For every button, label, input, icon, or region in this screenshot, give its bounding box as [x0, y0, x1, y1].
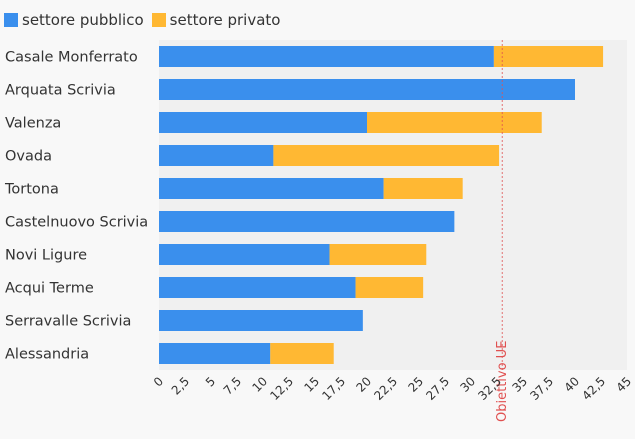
bar-public: [159, 277, 356, 298]
legend-swatch-private: [151, 13, 166, 27]
category-label: Alessandria: [5, 347, 89, 363]
x-tick-label: 25: [405, 374, 426, 395]
x-tick-label: 0: [151, 374, 166, 389]
target-line-label: Obiettivo UE: [495, 341, 510, 422]
legend: settore pubblico settore privato: [4, 11, 280, 29]
x-tick-label: 20: [353, 374, 374, 395]
legend-label-public: settore pubblico: [22, 11, 144, 29]
bar-private: [329, 244, 427, 265]
category-label: Valenza: [5, 116, 61, 132]
bar-private: [270, 343, 334, 364]
category-label: Tortona: [4, 182, 59, 198]
legend-label-private: settore privato: [169, 11, 281, 29]
legend-item-public[interactable]: settore pubblico: [4, 11, 144, 29]
category-label: Arquata Scrivia: [5, 83, 116, 99]
x-tick-label: 12,5: [267, 374, 296, 403]
x-tick-label: 17,5: [319, 374, 348, 403]
legend-item-private[interactable]: settore privato: [151, 11, 281, 29]
bar-private: [367, 112, 542, 133]
bar-public: [159, 112, 367, 133]
x-tick-label: 15: [301, 374, 322, 395]
legend-swatch-public: [4, 13, 18, 27]
category-label: Castelnuovo Scrivia: [5, 215, 148, 231]
category-label: Novi Ligure: [5, 248, 87, 264]
category-label: Casale Monferrato: [5, 50, 138, 66]
x-tick-label: 22,5: [371, 374, 400, 403]
x-tick-label: 10: [249, 374, 270, 395]
bar-private: [273, 145, 500, 166]
x-tick-label: 45: [613, 374, 634, 395]
bar-public: [159, 145, 274, 166]
category-label: Serravalle Scrivia: [5, 314, 131, 330]
bar-public: [159, 310, 363, 331]
bar-private: [493, 46, 604, 67]
x-tick-label: 40: [561, 374, 582, 395]
x-tick-label: 37,5: [527, 374, 556, 403]
bar-public: [159, 211, 455, 232]
x-tick-label: 42,5: [579, 374, 608, 403]
category-label: Ovada: [5, 149, 52, 165]
category-label: Acqui Terme: [5, 281, 94, 297]
bar-private: [355, 277, 424, 298]
bar-private: [383, 178, 463, 199]
x-tick-label: 2,5: [169, 374, 192, 397]
x-tick-label: 5: [203, 374, 218, 389]
bar-public: [159, 178, 384, 199]
bar-public: [159, 46, 494, 67]
x-tick-label: 7,5: [221, 374, 244, 397]
x-tick-label: 27,5: [423, 374, 452, 403]
x-tick-label: 30: [457, 374, 478, 395]
bar-public: [159, 343, 271, 364]
bar-public: [159, 244, 330, 265]
x-tick-label: 35: [509, 374, 530, 395]
bar-public: [159, 79, 575, 100]
